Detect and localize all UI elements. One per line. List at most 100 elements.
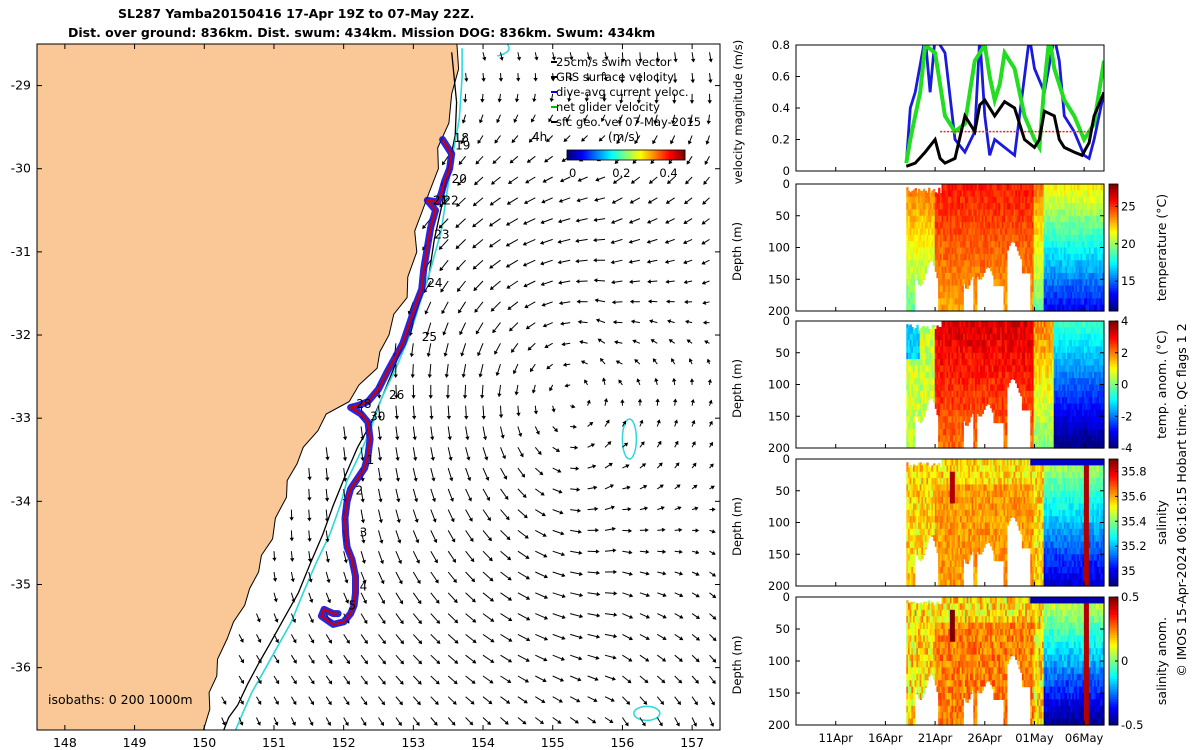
heatmap-cell [963,184,966,191]
heatmap-cell [951,298,954,306]
velocity-arrowhead [525,555,530,559]
velocity-arrowhead [508,180,513,184]
velocity-arrowhead [690,79,695,84]
velocity-arrowhead [381,701,386,706]
velocity-arrowhead [291,721,296,726]
heatmap-cell [956,196,959,204]
velocity-arrowhead [560,552,566,557]
velocity-arrowhead [272,557,277,562]
heatmap-cell [963,253,966,261]
velocity-arrowhead [507,658,513,663]
velocity-arrowhead [292,639,297,644]
velocity-arrowhead [346,659,351,665]
velocity-arrowhead [558,198,563,203]
velocity-arrowhead [411,415,417,420]
velocity-arrowhead [240,679,244,685]
heatmap-cell [914,190,917,198]
heatmap-cell [914,222,917,230]
velocity-arrowhead [593,217,598,223]
heatmap-cell [974,428,978,436]
velocity-arrowhead [394,395,399,399]
heatmap-cell [963,215,966,223]
heatmap-cell [924,190,927,198]
map-xtick-label: 156 [610,735,634,750]
velocity-arrowhead [568,77,573,82]
velocity-arrowhead [274,638,279,644]
heatmap-cell [907,241,911,249]
heatmap-cell [1005,291,1008,299]
velocity-arrowhead [310,639,315,644]
velocity-arrowhead [577,677,582,682]
velocity-arrowhead [672,79,678,84]
heatmap-cell [926,196,929,204]
heatmap-cell [953,279,956,287]
velocity-arrowhead [516,412,521,417]
velocity-arrowhead [525,575,530,580]
velocity-arrowhead [344,721,349,727]
heatmap-cell [948,241,951,249]
heatmap-cell [953,285,956,293]
velocity-arrowhead [444,374,449,378]
heatmap-cell [906,247,909,255]
heatmap-cell [931,228,934,236]
velocity-arrowhead [672,398,678,403]
velocity-arrowhead [346,639,350,644]
velocity-arrowhead [575,466,580,471]
velocity-arrowhead [440,288,445,293]
heatmap-cell [907,298,911,306]
velocity-arrowhead [695,658,700,663]
map-colorbar-cell [645,150,649,160]
velocity-arrowhead [628,550,633,555]
velocity-arrowhead [643,700,648,705]
velocity-arrowhead [654,377,659,382]
velocity-arrowhead [684,200,689,205]
velocity-arrowhead [613,591,618,596]
heatmap-cell [938,234,941,242]
heatmap-cell [946,291,949,299]
heatmap-cell [939,266,943,274]
velocity-arrowhead [435,599,440,604]
track-day-label: 28 [356,397,371,411]
velocity-arrowhead [525,657,530,662]
velocity-arrowhead [577,508,582,513]
map-colorbar-cell [594,150,597,160]
heatmap-cell [951,279,954,287]
heatmap-cell [961,228,964,236]
heatmap-cell [946,247,949,255]
velocity-arrowhead [695,593,700,598]
velocity-arrowhead [643,484,648,489]
heatmap-cell [919,279,922,287]
isobath-1000-blob [621,418,638,460]
velocity-arrowhead [379,560,384,565]
velocity-arrowhead [653,120,658,125]
velocity-arrowhead [702,300,707,305]
heatmap-cell [931,260,934,262]
heatmap-cell [923,188,926,191]
velocity-arrowhead [461,119,467,124]
velocity-arrowhead [454,639,459,644]
velocity-arrowhead [451,721,456,726]
heatmap-cell [956,253,959,261]
velocity-arrowhead [398,580,403,585]
velocity-arrowhead [613,633,618,639]
heatmap-cell [974,416,978,424]
heatmap-cell [969,416,973,418]
velocity-arrowhead [463,99,468,103]
velocity-arrowhead [618,379,623,384]
velocity-arrowhead [488,700,493,705]
heatmap-cell [916,196,919,204]
heatmap-cell [906,291,909,299]
heatmap-cell [949,291,953,299]
velocity-arrowhead [532,98,537,103]
velocity-arrowhead [465,436,470,441]
heatmap-cell [914,241,917,249]
velocity-arrowhead [540,281,545,286]
velocity-arrowhead [646,259,651,264]
heatmap-cell [954,234,958,242]
velocity-arrowhead [325,558,330,563]
velocity-arrowhead [601,377,607,382]
velocity-arrowhead [676,484,681,489]
map-colorbar-cell [633,150,637,160]
velocity-arrowhead [671,358,675,363]
heatmap-cell [959,298,963,306]
